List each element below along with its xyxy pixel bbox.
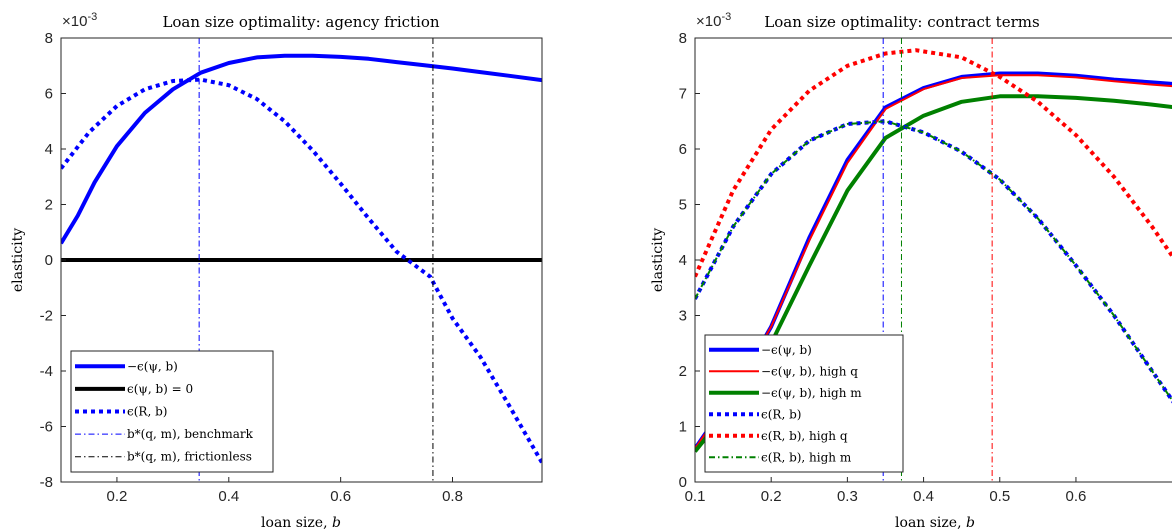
right-ytick-label: 2 xyxy=(679,363,687,380)
right-series-line-5 xyxy=(695,120,1172,402)
right-panel: 0.1 0.2 0.3 0.4 0.5 0.6 0 1 2 3 4 5 6 7 8 ×10-3 Loan s… xyxy=(650,11,1172,531)
right-ticks-group: 0.1 0.2 0.3 0.4 0.5 0.6 0 1 2 3 4 5 6 7 8 xyxy=(679,30,1087,505)
right-legend-label: ϵ(R, b), high m xyxy=(761,450,852,464)
left-title: Loan size optimality: agency friction xyxy=(162,13,439,31)
left-ytick-label: -4 xyxy=(40,363,53,380)
right-exponent-label: ×10-3 xyxy=(696,11,731,30)
left-ytick-label: 6 xyxy=(45,86,53,103)
left-ytick-label: 8 xyxy=(45,30,53,47)
left-legend-box xyxy=(70,350,274,473)
right-ytick-label: 4 xyxy=(679,252,687,269)
left-ytick-label: -6 xyxy=(40,419,53,436)
left-legend-label: b*(q, m), frictionless xyxy=(127,450,252,464)
left-legend: −ϵ(ψ, b) ϵ(ψ, b) = 0 ϵ(R, b) b*(q, m), benc… xyxy=(70,350,274,473)
left-legend-label: b*(q, m), benchmark xyxy=(127,427,254,441)
right-legend-label: ϵ(R, b), high q xyxy=(761,429,848,443)
left-ticks-group: 0.2 0.4 0.6 0.8 -8 -6 -4 -2 0 2 4 6 8 xyxy=(40,30,463,505)
right-xtick-label: 0.5 xyxy=(989,488,1010,505)
left-ytick-label: 0 xyxy=(45,252,53,269)
left-legend-label: ϵ(R, b) xyxy=(127,405,167,419)
right-ytick-label: 8 xyxy=(679,30,687,47)
right-ytick-label: 1 xyxy=(679,419,687,436)
left-ytick-label: -2 xyxy=(40,308,53,325)
left-xtick-label: 0.8 xyxy=(442,488,463,505)
left-legend-label: −ϵ(ψ, b) xyxy=(127,359,178,373)
right-xlabel: loan size, b xyxy=(895,515,975,531)
right-xtick-label: 0.4 xyxy=(913,488,934,505)
right-ytick-label: 7 xyxy=(679,86,687,103)
left-ytick-label: 4 xyxy=(45,141,53,158)
left-panel: 0.2 0.4 0.6 0.8 -8 -6 -4 -2 0 2 4 6 8 ×10-3 Loan siz… xyxy=(10,11,543,531)
right-xtick-label: 0.3 xyxy=(837,488,858,505)
left-exponent-label: ×10-3 xyxy=(62,11,97,30)
right-legend-label: −ϵ(ψ, b) xyxy=(761,343,812,357)
right-legend-label: −ϵ(ψ, b), high q xyxy=(761,364,858,378)
right-ytick-label: 3 xyxy=(679,308,687,325)
right-xtick-label: 0.2 xyxy=(761,488,782,505)
right-legend-box xyxy=(704,334,904,473)
left-ytick-label: -8 xyxy=(40,474,53,491)
right-legend-label: −ϵ(ψ, b), high m xyxy=(761,386,862,400)
right-xtick-label: 0.1 xyxy=(685,488,706,505)
right-legend: −ϵ(ψ, b) −ϵ(ψ, b), high q −ϵ(ψ, b), high m… xyxy=(704,334,904,473)
right-ytick-label: 6 xyxy=(679,141,687,158)
left-ytick-label: 2 xyxy=(45,197,53,214)
left-series-line-0 xyxy=(61,53,542,245)
right-ylabel: elasticity xyxy=(650,228,666,292)
left-xtick-label: 0.6 xyxy=(330,488,351,505)
left-xlabel: loan size, b xyxy=(261,515,341,531)
left-legend-label: ϵ(ψ, b) = 0 xyxy=(127,382,193,396)
right-series-line-1 xyxy=(695,74,1172,450)
right-title: Loan size optimality: contract terms xyxy=(764,13,1039,31)
right-series-group xyxy=(695,38,1172,482)
right-xtick-label: 0.6 xyxy=(1066,488,1087,505)
right-ytick-label: 0 xyxy=(679,474,687,491)
left-xtick-label: 0.2 xyxy=(107,488,128,505)
left-series-line-2 xyxy=(61,77,542,464)
right-legend-label: ϵ(R, b) xyxy=(761,407,801,421)
right-series-line-2 xyxy=(695,94,1172,453)
left-xtick-label: 0.4 xyxy=(218,488,239,505)
left-ylabel: elasticity xyxy=(10,228,26,292)
right-series-line-4 xyxy=(695,48,1172,278)
right-ytick-label: 5 xyxy=(679,197,687,214)
